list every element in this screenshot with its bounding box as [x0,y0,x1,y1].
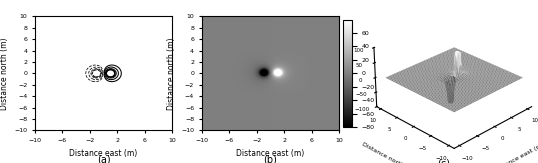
X-axis label: Distance east (m): Distance east (m) [494,142,538,163]
X-axis label: Distance east (m): Distance east (m) [69,149,138,158]
Y-axis label: Distance north (m): Distance north (m) [361,141,416,163]
X-axis label: Distance east (m): Distance east (m) [236,149,305,158]
Text: (a): (a) [97,154,110,163]
Y-axis label: Distance north (m): Distance north (m) [167,37,175,110]
Text: (c): (c) [437,158,450,163]
Y-axis label: Distance north (m): Distance north (m) [0,37,9,110]
Text: (b): (b) [264,154,277,163]
